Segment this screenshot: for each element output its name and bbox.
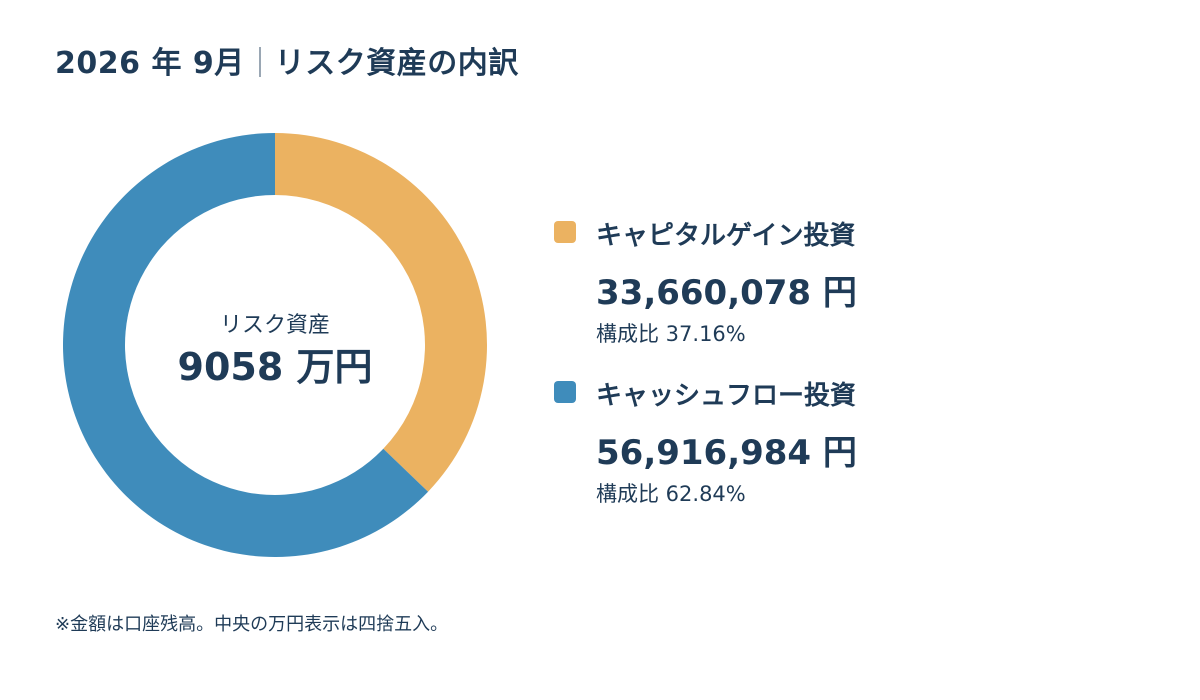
legend-share-capital-gain: 構成比 37.16% xyxy=(596,322,746,346)
legend-name-cash-flow: キャッシュフロー投資 xyxy=(596,381,857,411)
donut-slices xyxy=(62,133,487,557)
title-divider xyxy=(258,47,261,77)
title-subject: リスク資産の内訳 xyxy=(274,46,519,81)
footnote: ※金額は口座残高。中央の万円表示は四捨五入。 xyxy=(55,614,449,635)
page-title: 2026 年 9月 リスク資産の内訳 xyxy=(55,38,519,82)
donut-slice-capital-gain xyxy=(275,133,487,492)
donut-slice-cash-flow xyxy=(62,133,429,557)
center-label: リスク資産 xyxy=(220,313,330,338)
title-period: 2026 年 9月 xyxy=(55,46,245,81)
legend-amount-capital-gain: 33,660,078 円 xyxy=(596,273,857,313)
legend: キャピタルゲイン投資 33,660,078 円 構成比 37.16% キャッシュ… xyxy=(554,215,1154,535)
legend-item-capital-gain: キャピタルゲイン投資 33,660,078 円 構成比 37.16% xyxy=(554,215,1154,375)
legend-amount-cash-flow: 56,916,984 円 xyxy=(596,433,857,473)
legend-swatch-capital-gain xyxy=(554,221,576,243)
legend-swatch-cash-flow xyxy=(554,381,576,403)
center-value: 9058 万円 xyxy=(178,345,373,389)
legend-item-cash-flow: キャッシュフロー投資 56,916,984 円 構成比 62.84% xyxy=(554,375,1154,535)
donut-chart: リスク資産 9058 万円 xyxy=(62,133,487,557)
legend-name-capital-gain: キャピタルゲイン投資 xyxy=(596,221,856,251)
legend-share-cash-flow: 構成比 62.84% xyxy=(596,482,746,506)
